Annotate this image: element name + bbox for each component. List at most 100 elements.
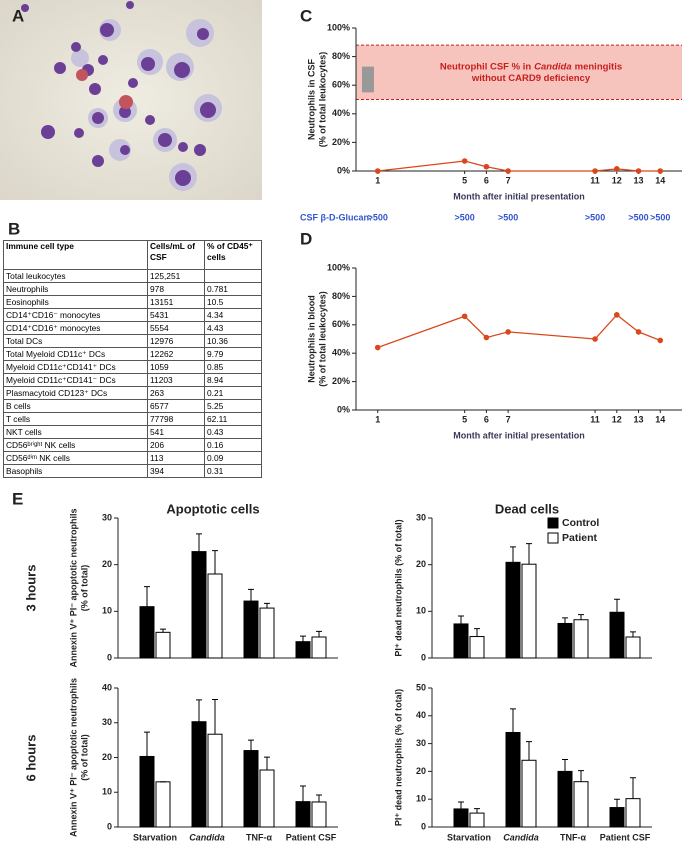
y-axis-label: PI⁺ dead neutrophils (% of total) xyxy=(393,519,403,656)
y-axis-label: Annexin V⁺ PI⁻ apoptotic neutrophils xyxy=(68,508,78,667)
data-point xyxy=(374,344,381,351)
x-tick-label: Candida xyxy=(189,832,225,842)
table-cell: 5.25 xyxy=(204,399,262,413)
table-cell: Neutrophils xyxy=(3,282,148,296)
table-cell: CD56ᵇʳⁱᵍʰᵗ NK cells xyxy=(3,438,148,452)
x-tick-label: 6 xyxy=(484,414,489,424)
table-row: Plasmacytoid CD123⁺ DCs 263 0.21 xyxy=(3,386,262,400)
legend-swatch xyxy=(547,517,559,529)
x-axis-label: Month after initial presentation xyxy=(453,191,585,201)
bar xyxy=(469,812,485,828)
bar xyxy=(295,801,311,828)
panel-label: E xyxy=(12,489,23,508)
bar xyxy=(625,636,641,659)
table-row: B cells 6577 5.25 xyxy=(3,399,262,413)
y-axis-label: Neutrophils in blood xyxy=(306,295,316,383)
legend-label: Control xyxy=(562,517,599,529)
x-tick-label: TNF-α xyxy=(560,832,586,842)
chart-title: Apoptotic cells xyxy=(166,501,259,516)
x-tick-label: 13 xyxy=(634,175,644,185)
x-tick-label: 14 xyxy=(655,414,665,424)
data-point xyxy=(614,166,620,172)
table-cell: NKT cells xyxy=(3,425,148,439)
table-row: T cells 77798 62.11 xyxy=(3,412,262,426)
annotation: Neutrophil CSF % in Candida meningitis xyxy=(440,61,622,72)
bar xyxy=(609,611,625,659)
annotation-part: Candida xyxy=(534,61,571,72)
annotation-part: meningitis xyxy=(575,61,623,72)
table-row: Total DCs 12976 10.36 xyxy=(3,334,262,348)
table-cell: Basophils xyxy=(3,464,148,478)
table-cell: 6577 xyxy=(147,399,205,413)
y-axis-label: PI⁺ dead neutrophils (% of total) xyxy=(393,689,403,826)
error-bar xyxy=(578,770,584,782)
table-cell: 5431 xyxy=(147,308,205,322)
legend-label: Patient xyxy=(562,532,598,544)
table-cell: 11203 xyxy=(147,373,205,387)
table-cell: 1059 xyxy=(147,360,205,374)
y-tick-label: 0% xyxy=(337,404,350,414)
table-cell: Total Myeloid CD11c⁺ DCs xyxy=(3,347,148,361)
x-tick-label: Starvation xyxy=(133,832,177,842)
data-point xyxy=(635,168,642,174)
immune-table: Immune cell type Cells/mL of CSF% of CD45… xyxy=(3,240,262,478)
data-point xyxy=(657,168,664,174)
error-bar xyxy=(474,628,480,637)
y-tick-label: 40 xyxy=(102,682,112,692)
row-label: 6 hours xyxy=(23,735,38,782)
table-row: Myeloid CD11c⁺CD141⁺ DCs 1059 0.85 xyxy=(3,360,262,374)
table-cell: CD14⁺CD16⁻ monocytes xyxy=(3,308,148,322)
table-row: Myeloid CD11c⁺CD141⁻ DCs 11203 8.94 xyxy=(3,373,262,387)
glucan-value: >500 xyxy=(628,212,648,222)
data-point xyxy=(483,163,490,170)
data-point xyxy=(374,168,381,174)
y-tick-label: 30 xyxy=(416,512,426,522)
y-tick-label: 10 xyxy=(102,606,112,616)
bar xyxy=(453,623,469,659)
error-bar xyxy=(474,808,480,814)
table-row: CD56ᵈⁱᵐ NK cells 113 0.09 xyxy=(3,451,262,465)
chart-title: Dead cells xyxy=(495,501,559,516)
table-cell: 4.43 xyxy=(204,321,262,335)
error-bar xyxy=(510,546,516,563)
table-row: CD56ᵇʳⁱᵍʰᵗ NK cells 206 0.16 xyxy=(3,438,262,452)
bar xyxy=(573,619,589,659)
x-tick-label: 12 xyxy=(612,175,622,185)
table-row: CD14⁺CD16⁺ monocytes 5554 4.43 xyxy=(3,321,262,335)
y-tick-label: 10 xyxy=(102,787,112,797)
table-cell: 0.781 xyxy=(204,282,262,296)
error-bar xyxy=(196,699,202,722)
table-cell: Myeloid CD11c⁺CD141⁻ DCs xyxy=(3,373,148,387)
data-point xyxy=(505,329,511,335)
table-cell: 8.94 xyxy=(204,373,262,387)
table-row: Eosinophils 13151 10.5 xyxy=(3,295,262,309)
table-cell: T cells xyxy=(3,412,148,426)
bar xyxy=(139,606,155,659)
y-axis-label: (% of total) xyxy=(79,734,89,781)
error-bar xyxy=(248,588,254,602)
bar xyxy=(259,607,275,659)
x-tick-label: 11 xyxy=(590,414,600,424)
table-cell: 0.43 xyxy=(204,425,262,439)
error-bar xyxy=(248,739,254,751)
y-tick-label: 0% xyxy=(337,165,350,175)
table-header: Immune cell type Cells/mL of CSF% of CD45… xyxy=(3,240,262,270)
table-cell: 113 xyxy=(147,451,205,465)
bar xyxy=(139,755,155,828)
y-tick-label: 80% xyxy=(332,51,350,61)
legend-swatch xyxy=(547,532,559,544)
x-tick-label: TNF-α xyxy=(246,832,272,842)
x-tick-label: 11 xyxy=(590,175,600,185)
table-cell: 4.34 xyxy=(204,308,262,322)
panel-label: C xyxy=(300,6,312,25)
table-cell: 394 xyxy=(147,464,205,478)
table-cell: 5554 xyxy=(147,321,205,335)
bar xyxy=(191,721,207,828)
table-cell: 10.5 xyxy=(204,295,262,309)
error-bar xyxy=(526,741,532,761)
error-bar xyxy=(562,617,568,624)
glucan-value: >500 xyxy=(498,212,518,222)
data-point xyxy=(614,312,620,318)
header-cell: Immune cell type xyxy=(3,240,148,270)
